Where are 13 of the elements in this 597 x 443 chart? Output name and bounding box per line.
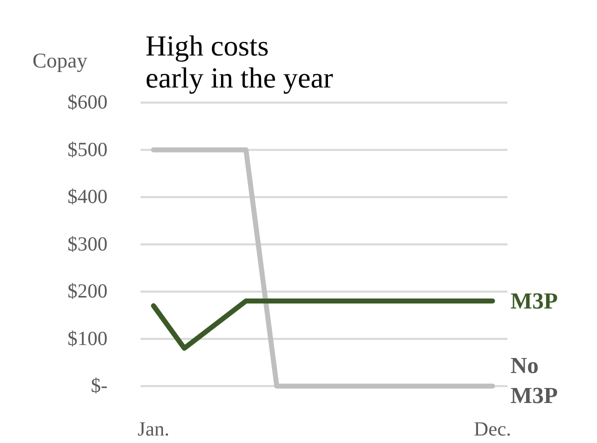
y-tick-label: $300 [68, 233, 108, 256]
y-tick-label: $- [90, 375, 108, 398]
x-tick-label: Dec. [474, 418, 512, 440]
series-label: No M3P [510, 353, 558, 408]
y-axis-title: Copay [32, 48, 88, 73]
y-tick-label: $500 [68, 138, 108, 161]
series-label: M3P [510, 288, 558, 314]
y-tick-label: $600 [68, 92, 108, 114]
chart-title: High costs early in the year [146, 30, 334, 95]
x-tick-label: Jan. [138, 418, 170, 440]
y-tick-label: $100 [68, 328, 108, 350]
y-tick-label: $200 [68, 280, 108, 303]
y-tick-label: $400 [68, 186, 108, 208]
